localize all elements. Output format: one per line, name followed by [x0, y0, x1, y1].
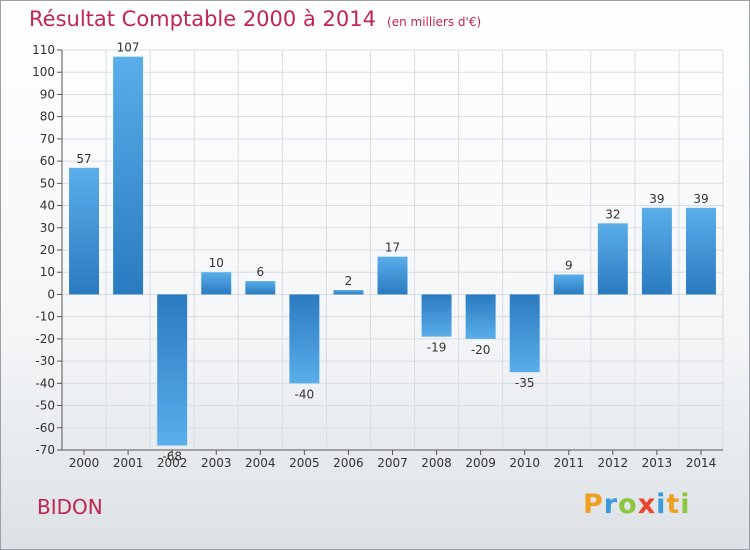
x-tick-label: 2012 — [598, 456, 629, 470]
x-tick-label: 2003 — [201, 456, 232, 470]
data-label: 39 — [693, 192, 708, 206]
bar-2008 — [421, 294, 452, 337]
y-tick-label: 70 — [40, 132, 55, 146]
x-tick-label: 2010 — [509, 456, 540, 470]
bar-2007 — [377, 256, 408, 295]
y-tick-label: 50 — [40, 176, 55, 190]
y-tick-label: -40 — [35, 376, 55, 390]
x-tick-label: 2002 — [157, 456, 188, 470]
logo-letter: P — [583, 489, 604, 520]
x-tick-label: 2001 — [113, 456, 144, 470]
logo-letter: i — [680, 489, 691, 520]
x-tick-label: 2011 — [553, 456, 584, 470]
y-tick-label: -30 — [35, 354, 55, 368]
y-tick-label: 40 — [40, 199, 55, 213]
x-tick-label: 2005 — [289, 456, 320, 470]
data-label: 32 — [605, 207, 620, 221]
bar-2004 — [245, 281, 276, 295]
x-tick-label: 2007 — [377, 456, 408, 470]
y-tick-label: 90 — [40, 87, 55, 101]
x-tick-label: 2009 — [465, 456, 496, 470]
bar-2002 — [157, 294, 188, 446]
y-tick-label: -20 — [35, 332, 55, 346]
data-label: -19 — [427, 341, 447, 355]
x-tick-label: 2008 — [421, 456, 452, 470]
y-tick-label: 10 — [40, 265, 55, 279]
x-tick-label: 2000 — [69, 456, 100, 470]
logo-letter: i — [656, 489, 667, 520]
proxiti-logo: Proxiti — [583, 489, 691, 520]
title-row: Résultat Comptable 2000 à 2014 (en milli… — [29, 7, 481, 31]
y-tick-label: -70 — [35, 443, 55, 457]
bar-2006 — [333, 290, 364, 295]
bar-2012 — [597, 223, 628, 295]
bar-2003 — [201, 272, 232, 295]
bar-2000 — [69, 167, 100, 295]
bar-2001 — [113, 56, 144, 295]
chart-title: Résultat Comptable 2000 à 2014 — [29, 7, 376, 31]
logo-letter: t — [666, 489, 681, 520]
axis-layer: 1101009080706050403020100-10-20-30-40-50… — [32, 43, 723, 470]
logo-letter: r — [603, 489, 619, 520]
x-tick-label: 2014 — [686, 456, 717, 470]
y-tick-label: 100 — [32, 65, 55, 79]
bar-2013 — [641, 207, 672, 295]
data-label: 6 — [256, 265, 264, 279]
data-label: 39 — [649, 192, 664, 206]
data-label: 2 — [345, 274, 353, 288]
y-tick-label: 0 — [47, 287, 55, 301]
data-label: -40 — [295, 387, 315, 401]
y-tick-label: 20 — [40, 243, 55, 257]
x-tick-label: 2004 — [245, 456, 276, 470]
x-tick-label: 2006 — [333, 456, 364, 470]
data-label: -35 — [515, 376, 535, 390]
y-tick-label: 80 — [40, 110, 55, 124]
bar-2014 — [685, 207, 716, 295]
y-tick-label: -50 — [35, 399, 55, 413]
bar-2009 — [465, 294, 496, 339]
data-label: -20 — [471, 343, 491, 357]
label-layer: 57 107 -68 10 6 -40 2 17 -19 -20 -35 9 32 39 39 — [76, 41, 708, 464]
bar-2005 — [289, 294, 320, 384]
bar-2011 — [553, 274, 584, 295]
data-label: 107 — [117, 41, 140, 55]
data-label: -68 — [162, 450, 182, 464]
chart-subtitle: (en milliers d'€) — [387, 15, 482, 29]
data-label: 17 — [385, 241, 400, 255]
logo-letter: x — [637, 489, 657, 520]
commune-name: BIDON — [37, 495, 103, 519]
bar-2010 — [509, 294, 540, 373]
logo-letter: o — [618, 489, 638, 520]
y-tick-label: 110 — [32, 43, 55, 57]
bar-layer — [69, 56, 716, 446]
data-label: 57 — [76, 152, 91, 166]
data-label: 9 — [565, 258, 573, 272]
y-tick-label: 60 — [40, 154, 55, 168]
y-tick-label: 30 — [40, 221, 55, 235]
x-tick-label: 2013 — [642, 456, 673, 470]
y-tick-label: -60 — [35, 421, 55, 435]
data-label: 10 — [209, 256, 224, 270]
y-tick-label: -10 — [35, 310, 55, 324]
